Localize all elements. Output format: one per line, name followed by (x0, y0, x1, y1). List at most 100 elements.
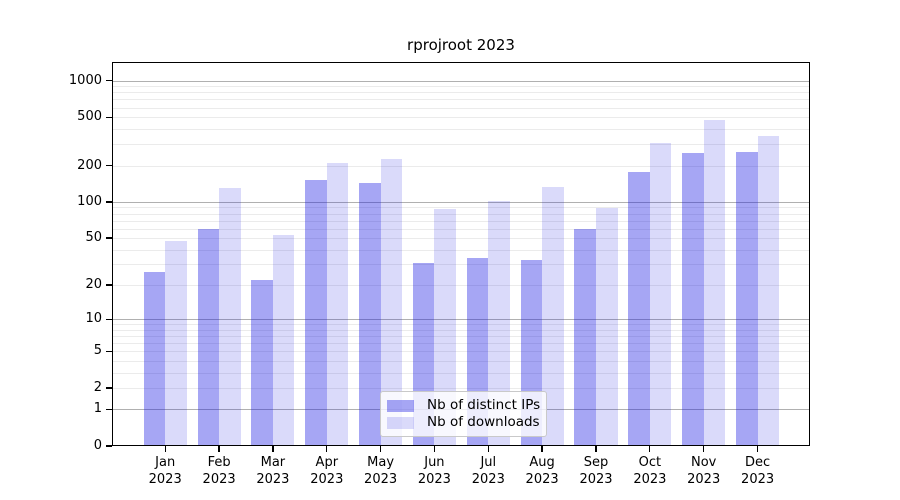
y-tick-label-50: 50 (85, 230, 102, 245)
bar-nb-of-downloads-jul (488, 201, 510, 446)
y-tick-1 (106, 408, 112, 410)
x-tick-label-sep: Sep 2023 (579, 455, 613, 487)
x-tick-label-aug: Aug 2023 (525, 455, 559, 487)
x-tick-sep (595, 446, 597, 452)
bar-nb-of-downloads-jun (434, 209, 456, 446)
gridline-minor-600 (112, 107, 810, 109)
gridline-minor-3 (112, 372, 810, 374)
bar-nb-of-downloads-apr (326, 162, 349, 446)
gridline-minor-30 (112, 264, 810, 266)
bar-nb-of-distinct-ips-jan (143, 271, 166, 446)
x-tick-label-dec: Dec 2023 (741, 455, 775, 487)
x-tick-label-jun: Jun 2023 (417, 455, 451, 487)
x-tick-oct (649, 446, 651, 452)
y-tick-label-100: 100 (77, 193, 102, 209)
y-tick-5 (106, 350, 112, 352)
y-tick-label-1: 1 (93, 401, 102, 417)
gridline-minor-4 (112, 360, 810, 362)
x-tick-label-apr: Apr 2023 (310, 455, 344, 487)
y-tick-20 (106, 284, 112, 286)
bar-nb-of-distinct-ips-mar (251, 280, 273, 446)
bar-nb-of-distinct-ips-dec (736, 151, 758, 446)
y-tick-label-0: 0 (93, 438, 102, 453)
x-tick-jul (487, 446, 489, 452)
bar-nb-of-downloads-mar (272, 235, 295, 446)
bar-nb-of-distinct-ips-oct (628, 171, 650, 446)
legend-swatch-downloads (387, 416, 414, 429)
gridline-minor-20 (112, 285, 810, 286)
bar-nb-of-downloads-oct (649, 142, 672, 446)
y-tick-100 (106, 201, 112, 203)
gridline-minor-8 (112, 329, 810, 331)
legend-item-distinct-ips: Nb of distinct IPs (387, 397, 541, 414)
legend-label-downloads: Nb of downloads (427, 414, 540, 430)
y-tick-0 (106, 445, 112, 447)
gridline-minor-700 (112, 99, 810, 101)
x-tick-may (379, 446, 382, 452)
bar-nb-of-downloads-jan (165, 241, 187, 446)
x-tick-nov (703, 446, 705, 452)
gridline-minor-6 (112, 343, 810, 345)
bar-nb-of-downloads-feb (219, 188, 241, 446)
y-tick-label-5: 5 (93, 343, 102, 359)
x-tick-jan (164, 446, 166, 452)
gridline-major-100 (112, 201, 810, 203)
gridline-major-1000 (112, 80, 810, 82)
x-tick-label-feb: Feb 2023 (202, 455, 236, 487)
x-tick-apr (326, 446, 328, 452)
y-tick-label-2: 2 (93, 379, 102, 395)
gridline-major-10 (112, 319, 810, 321)
bar-nb-of-downloads-aug (542, 186, 564, 446)
gridline-minor-80 (112, 213, 810, 215)
x-tick-label-jan: Jan 2023 (148, 455, 182, 487)
gridline-minor-400 (112, 128, 810, 130)
y-tick-500 (106, 116, 112, 118)
gridline-minor-2 (112, 387, 810, 389)
gridline-minor-9 (112, 324, 810, 326)
bar-nb-of-downloads-dec (757, 136, 780, 446)
gridline-minor-60 (112, 228, 810, 230)
x-tick-label-jul: Jul 2023 (471, 455, 505, 487)
x-tick-label-may: May 2023 (364, 455, 398, 487)
bar-nb-of-downloads-may (380, 159, 403, 446)
bar-nb-of-distinct-ips-may (359, 183, 381, 446)
x-tick-dec (756, 446, 759, 452)
bar-nb-of-distinct-ips-nov (682, 152, 704, 446)
y-tick-label-20: 20 (85, 277, 102, 292)
y-tick-1000 (106, 79, 112, 82)
gridline-minor-7 (112, 336, 810, 337)
y-tick-label-10: 10 (85, 311, 102, 327)
bar-nb-of-downloads-nov (703, 120, 726, 446)
gridline-minor-900 (112, 86, 810, 88)
x-tick-label-oct: Oct 2023 (633, 455, 667, 487)
bar-nb-of-downloads-sep (596, 208, 618, 446)
legend-label-distinct-ips: Nb of distinct IPs (427, 397, 541, 413)
x-tick-aug (541, 446, 543, 452)
bar-nb-of-distinct-ips-sep (574, 229, 596, 446)
gridline-minor-300 (112, 144, 810, 146)
y-tick-10 (106, 318, 112, 320)
gridline-minor-50 (112, 238, 810, 239)
bar-nb-of-distinct-ips-feb (197, 229, 220, 446)
gridline-minor-90 (112, 207, 810, 209)
gridline-minor-500 (112, 117, 810, 119)
chart-title: rprojroot 2023 (407, 36, 515, 54)
y-tick-50 (106, 237, 112, 239)
gridline-minor-70 (112, 220, 810, 222)
legend-swatch-distinct-ips (387, 399, 414, 412)
x-tick-mar (272, 446, 274, 452)
y-tick-200 (106, 164, 112, 167)
x-tick-label-mar: Mar 2023 (256, 455, 290, 487)
y-tick-label-200: 200 (77, 157, 102, 173)
bar-nb-of-distinct-ips-apr (305, 180, 327, 446)
y-tick-label-500: 500 (77, 109, 102, 125)
x-tick-jun (433, 446, 436, 452)
y-tick-label-1000: 1000 (68, 72, 102, 88)
x-tick-feb (218, 446, 220, 452)
gridline-minor-800 (112, 92, 810, 94)
x-tick-label-nov: Nov 2023 (687, 455, 721, 487)
legend-item-downloads: Nb of downloads (387, 414, 540, 431)
y-tick-2 (106, 387, 112, 389)
legend: Nb of distinct IPs Nb of downloads (380, 391, 547, 437)
